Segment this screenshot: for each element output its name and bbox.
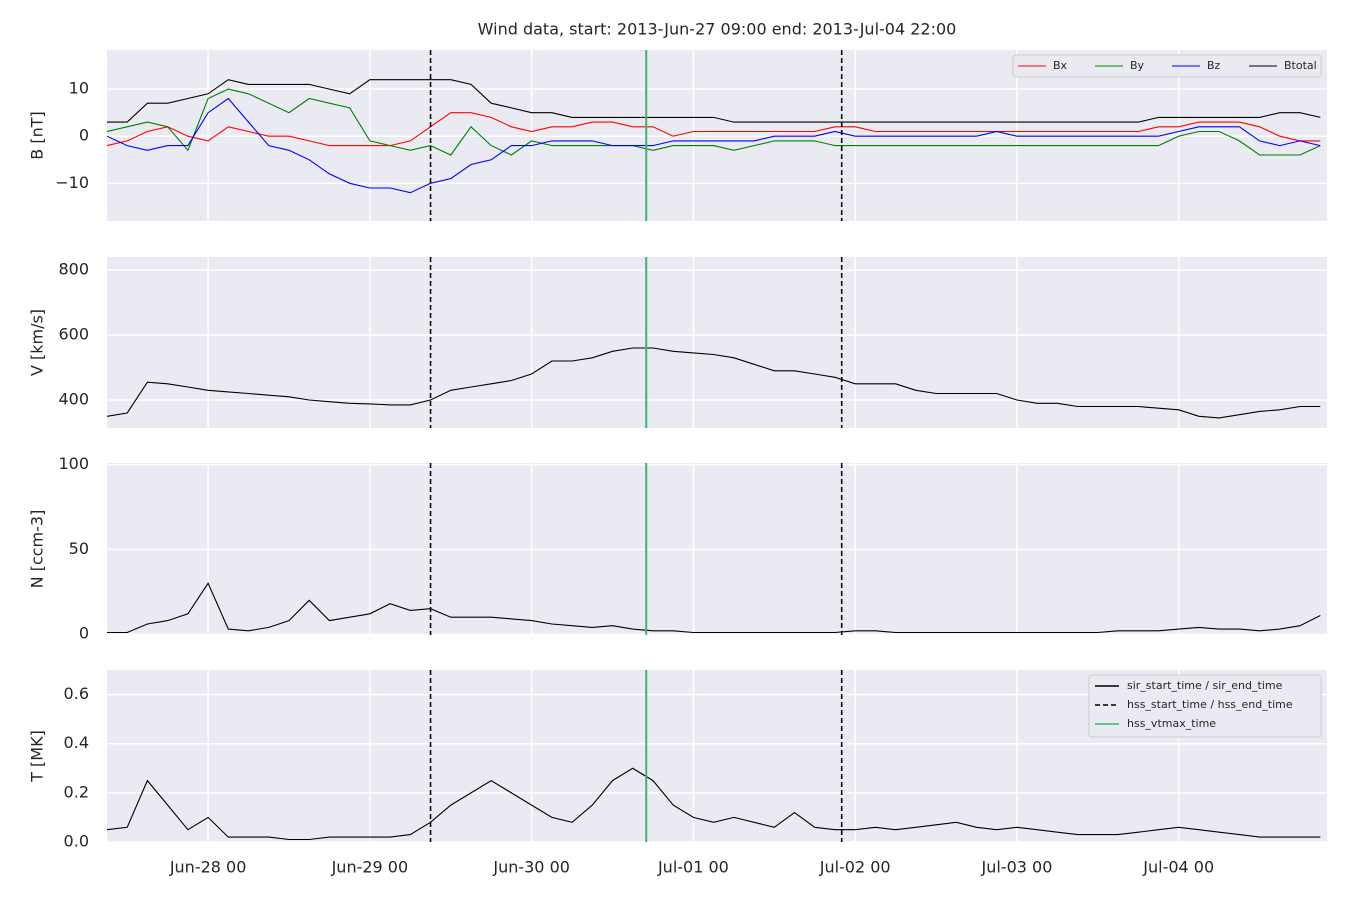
data-line bbox=[107, 347, 1321, 419]
x-tick-label: Jul-03 00 bbox=[980, 858, 1052, 877]
y-tick-label: 0.0 bbox=[64, 832, 89, 851]
legend-label: sir_start_time / sir_end_time bbox=[1127, 679, 1283, 692]
data-line bbox=[107, 112, 1321, 147]
x-tick-label: Jun-29 00 bbox=[331, 858, 409, 877]
data-line bbox=[107, 88, 1321, 156]
y-tick-label: 800 bbox=[58, 260, 89, 279]
chart-title: Wind data, start: 2013-Jun-27 09:00 end:… bbox=[478, 20, 957, 39]
y-tick-label: −10 bbox=[55, 173, 89, 192]
legend-label: Bx bbox=[1053, 59, 1068, 72]
y-tick-label: 10 bbox=[69, 79, 89, 98]
data-line bbox=[107, 97, 1321, 194]
x-tick-label: Jul-01 00 bbox=[657, 858, 729, 877]
data-line bbox=[107, 582, 1321, 634]
x-tick-label: Jul-02 00 bbox=[819, 858, 891, 877]
data-line bbox=[107, 767, 1321, 841]
panel: Jun-28 00 Jun-29 00 Jun-30 00 Jul-01 00 Jul-… bbox=[28, 670, 1327, 877]
legend-box bbox=[1088, 674, 1322, 738]
panel: 0 50 100 N [ccm-3] bbox=[28, 454, 1327, 643]
y-tick-label: 50 bbox=[69, 539, 89, 558]
y-tick-label: 0 bbox=[79, 624, 89, 643]
y-axis-label: V [km/s] bbox=[28, 309, 47, 376]
x-tick-label: Jun-28 00 bbox=[169, 858, 247, 877]
legend-label: hss_start_time / hss_end_time bbox=[1127, 698, 1293, 711]
x-tick-label: Jul-04 00 bbox=[1142, 858, 1214, 877]
panel: −10 0 10 B [nT] Bx By Bz Btotal bbox=[28, 50, 1327, 221]
legend-label: By bbox=[1130, 59, 1145, 72]
plot-area bbox=[107, 257, 1327, 428]
data-line bbox=[107, 79, 1321, 123]
y-tick-label: 0 bbox=[79, 126, 89, 145]
y-axis-label: B [nT] bbox=[28, 111, 47, 159]
y-tick-label: 600 bbox=[58, 325, 89, 344]
legend-label: Btotal bbox=[1284, 59, 1317, 72]
legend-box bbox=[1012, 54, 1322, 78]
y-tick-label: 100 bbox=[58, 454, 89, 473]
x-tick-label: Jun-30 00 bbox=[492, 858, 570, 877]
y-tick-label: 400 bbox=[58, 390, 89, 409]
y-axis-label: T [MK] bbox=[28, 730, 47, 783]
legend-label: hss_vtmax_time bbox=[1127, 717, 1216, 730]
y-axis-label: N [ccm-3] bbox=[28, 510, 47, 589]
legend-label: Bz bbox=[1207, 59, 1221, 72]
panel: 400 600 800 V [km/s] bbox=[28, 257, 1327, 428]
y-tick-label: 0.4 bbox=[64, 733, 89, 752]
y-tick-label: 0.2 bbox=[64, 782, 89, 801]
y-tick-label: 0.6 bbox=[64, 684, 89, 703]
